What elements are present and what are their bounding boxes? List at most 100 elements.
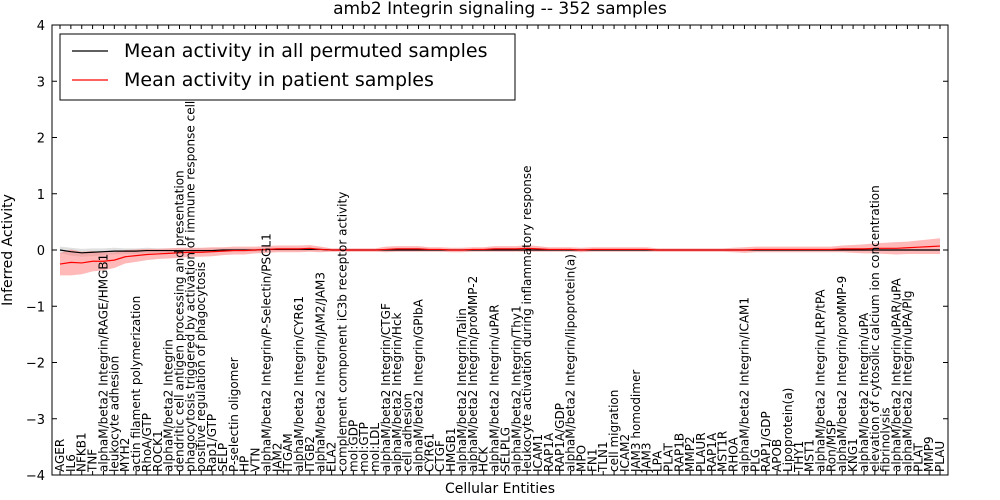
y-tick-label: 4	[37, 19, 45, 34]
category-label: alphaM/beta2 Integrin	[162, 339, 176, 472]
category-label: RhoA/GTP	[140, 413, 154, 472]
category-label: APOB	[770, 439, 784, 472]
category-label: TNF	[86, 449, 100, 473]
category-label: JAM3 homodimer	[629, 370, 643, 473]
category-label: leukocyte activation during inflammatory…	[520, 165, 534, 472]
category-label: cell adhesion	[401, 393, 415, 472]
category-label: alphaM/beta2 Integrin/CTGF	[379, 303, 393, 472]
category-label: ICAM2	[618, 434, 632, 472]
y-tick-label: 1	[37, 188, 45, 203]
category-label: P-selectin oligomer	[227, 357, 241, 472]
category-label: actin filament polymerization	[129, 296, 143, 472]
category-label: LPA	[651, 450, 665, 472]
category-label: alphaM/beta2 Integrin/uPAR	[488, 304, 502, 472]
category-label: alphaM/beta2 Integrin/GPIbA	[412, 298, 426, 472]
category-label: fibrinolysis	[879, 407, 893, 472]
category-label: elevation of cytosolic calcium ion conce…	[868, 185, 882, 472]
category-label: RAP1B	[672, 433, 686, 472]
category-label: MYH2	[118, 438, 132, 472]
legend-label-permuted: Mean activity in all permuted samples	[124, 40, 487, 62]
chart-title: amb2 Integrin signaling -- 352 samples	[333, 0, 667, 19]
category-label: MST1R	[716, 431, 730, 472]
y-tick-label: 0	[37, 244, 45, 259]
category-label: PLAT	[661, 443, 675, 472]
category-label: RAP1A/GDP	[553, 403, 567, 472]
category-label: alphaM/beta2 Integrin/proMMP-9	[835, 276, 849, 472]
category-label: TLN1	[596, 441, 610, 473]
category-label: FN1	[585, 448, 599, 472]
legend: Mean activity in all permuted samples Me…	[59, 33, 516, 101]
category-label: AGER	[53, 439, 67, 472]
category-label: MMP2	[683, 436, 697, 472]
category-label: phagocytosis triggered by activation of …	[183, 53, 197, 472]
legend-label-patient: Mean activity in patient samples	[124, 69, 434, 91]
category-label: Lipoprotein(a)	[781, 388, 795, 472]
category-label: ITGAM	[281, 433, 295, 472]
category-label: SELPLG	[498, 427, 512, 472]
category-label: Rap1/GTP	[205, 414, 219, 472]
category-label: ROCK1	[151, 430, 165, 472]
category-label: CYR61	[422, 433, 436, 472]
category-label: ELA2	[325, 442, 339, 472]
x-axis-title: Cellular Entities	[445, 481, 555, 497]
category-label: SELP	[216, 443, 230, 472]
category-label: alphaM/beta2 Integrin/RAGE/HMGB1	[96, 254, 110, 472]
category-label: IL6	[64, 454, 78, 472]
y-tick-label: −4	[26, 469, 45, 484]
category-label: RAP1/GDP	[759, 411, 773, 472]
category-label: mol:GTP	[357, 422, 371, 472]
category-label: complement component iC3b receptor activ…	[335, 192, 349, 472]
category-label: ITGB2	[303, 436, 317, 472]
category-label: JAM3	[640, 442, 654, 473]
category-label: alphaM/beta2 Integrin/Hck	[390, 312, 404, 472]
y-tick-label: 3	[37, 75, 45, 90]
category-label: NFKB1	[75, 432, 89, 472]
category-label: ICAM1	[531, 434, 545, 472]
category-label: mol:LDL	[368, 423, 382, 472]
category-label: HP	[238, 456, 252, 472]
y-tick-label: −2	[26, 357, 45, 372]
category-label: Ron/MSP	[824, 420, 838, 472]
category-label: RHOA	[727, 436, 741, 472]
category-label: MST1	[803, 439, 817, 472]
category-label: THY1	[792, 441, 806, 473]
category-label: alphaM/beta2 Integrin/CYR61	[292, 296, 306, 472]
y-tick-label: 2	[37, 132, 45, 147]
category-label: alphaM/beta2 Integrin/uPAR/uPA	[890, 277, 904, 472]
category-label: alphaM/beta2 Integrin/lipoprotein(a)	[564, 254, 578, 472]
category-label: MPO	[574, 445, 588, 472]
legend-box	[59, 33, 516, 101]
patient-band	[60, 238, 940, 276]
category-label: JAM2	[270, 442, 284, 473]
category-label: dendritic cell antigen processing and pr…	[173, 170, 187, 472]
category-label: leukocyte adhesion	[107, 356, 121, 472]
category-label: alphaM/beta2 Integrin/LRP/tPA	[813, 289, 827, 472]
category-label: PLAU	[933, 441, 947, 472]
category-label: cell migration	[607, 390, 621, 472]
category-label: alphaM/beta2 Integrin/P-Selectin/PSGL1	[259, 233, 273, 472]
category-label: alphaM/beta2 Integrin/Thy1	[509, 305, 523, 472]
category-label: VTN	[249, 447, 263, 472]
y-tick-label: −3	[26, 413, 45, 428]
category-label: KNG1	[846, 438, 860, 472]
category-label: alphaM/beta2 Integrin/ICAM1	[737, 297, 751, 472]
category-label: alphaM/beta2 Integrin/uPA/Plg	[900, 291, 914, 472]
category-label: PLG	[748, 449, 762, 472]
patient-line	[59, 245, 941, 265]
category-label: alphaM/beta2 Integrin/Talin	[455, 308, 469, 472]
category-label: PLAT	[911, 443, 925, 472]
category-label: PLAUR	[694, 432, 708, 472]
category-label: mol:GDP	[346, 420, 360, 472]
category-label: alphaM/beta2 Integrin/uPA	[857, 312, 871, 472]
category-label: HMGB1	[444, 427, 458, 472]
category-label: RAP1A	[542, 432, 556, 472]
y-tick-label: −1	[26, 300, 45, 315]
category-label: HCK	[477, 446, 491, 472]
category-label: CTGF	[433, 440, 447, 472]
category-label: positive regulation of phagocytosis	[194, 262, 208, 472]
category-label: alphaM/beta2 Integrin/proMMP-2	[466, 276, 480, 472]
category-label: MMP9	[922, 436, 936, 472]
category-label: RAP1A	[705, 432, 719, 472]
category-label: alphaM/beta2 Integrin/JAM2/JAM3	[314, 272, 328, 472]
